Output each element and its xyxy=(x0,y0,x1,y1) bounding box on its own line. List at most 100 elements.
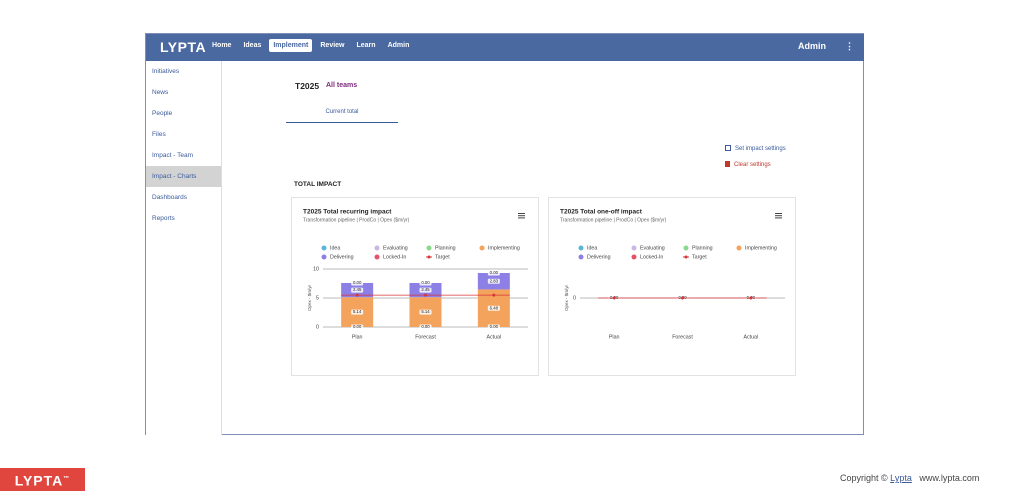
data-label: 2.45 xyxy=(421,287,430,292)
copyright: Copyright © Lypta www.lypta.com xyxy=(840,473,979,483)
tab[interactable]: Current total xyxy=(286,105,398,123)
legend-label[interactable]: Target xyxy=(692,254,707,260)
nav: Home Ideas Implement Review Learn Admin xyxy=(208,39,413,52)
more-menu[interactable]: ⋮ xyxy=(845,41,854,51)
legend-label[interactable]: Implementing xyxy=(745,245,777,251)
sidebar-item[interactable]: Impact - Team xyxy=(152,152,194,159)
y-tick-label: 0 xyxy=(573,295,576,301)
legend-swatch xyxy=(736,245,742,251)
teams-filter[interactable]: All teams xyxy=(326,82,358,89)
trademark: ™ xyxy=(63,476,71,482)
legend-label[interactable]: Planning xyxy=(435,245,456,251)
legend-swatch xyxy=(374,254,380,260)
nav-item[interactable]: Admin xyxy=(387,42,410,49)
sidebar-item[interactable]: Impact - Charts xyxy=(146,166,221,187)
legend-label[interactable]: Idea xyxy=(330,245,340,251)
user-menu[interactable]: Admin xyxy=(798,41,826,51)
chart-title: T2025 Total one-off impact xyxy=(560,209,643,216)
x-tick-label: Plan xyxy=(609,334,620,340)
company-link[interactable]: Lypta xyxy=(890,473,912,483)
data-label-bg xyxy=(419,280,432,286)
nav-item[interactable]: Review xyxy=(320,42,345,49)
settings-link[interactable]: Set impact settings xyxy=(725,145,786,152)
menu-icon[interactable] xyxy=(518,213,525,214)
logo-text: LYPTA xyxy=(14,472,64,489)
legend-swatch xyxy=(683,245,689,251)
chart: T2025 Total recurring impactTransformati… xyxy=(303,209,528,340)
y-tick-label: 10 xyxy=(313,266,319,272)
sidebar-item[interactable]: Dashboards xyxy=(152,194,188,201)
target-point[interactable] xyxy=(492,293,496,297)
legend-swatch xyxy=(684,255,688,259)
legend-swatch xyxy=(631,254,637,260)
legend-swatch xyxy=(427,255,431,259)
sidebar-item[interactable]: News xyxy=(152,89,169,96)
x-tick-label: Actual xyxy=(743,334,758,340)
sidebar-item[interactable]: People xyxy=(152,110,173,117)
menu-icon[interactable] xyxy=(775,215,782,217)
data-label: 2.45 xyxy=(353,287,362,292)
nav-item[interactable]: Implement xyxy=(269,39,313,52)
link-text: Set impact settings xyxy=(735,146,786,152)
data-label: 0.00 xyxy=(421,280,430,285)
menu-icon[interactable] xyxy=(518,217,525,219)
clear-link[interactable]: Clear settings xyxy=(725,161,771,168)
top-bar xyxy=(146,34,864,61)
target-point[interactable] xyxy=(749,296,753,300)
link-text: Clear settings xyxy=(734,162,771,168)
data-label: 0.00 xyxy=(421,324,430,329)
data-label: 5.14 xyxy=(353,309,362,314)
sidebar: Initiatives News People Files Impact - Team I… xyxy=(146,61,222,435)
legend-label[interactable]: Delivering xyxy=(330,254,354,260)
data-label: 0.00 xyxy=(490,270,499,275)
target-point[interactable] xyxy=(424,293,427,297)
data-label: 2.83 xyxy=(490,278,499,283)
data-label: 6.48 xyxy=(490,305,499,310)
chart-subtitle: Transformation pipeline | ProdCo | Opex … xyxy=(560,217,667,223)
x-tick-label: Forecast xyxy=(672,334,693,340)
nav-item[interactable]: Ideas xyxy=(243,42,262,49)
section-title: TOTAL IMPACT xyxy=(294,181,342,188)
legend-label[interactable]: Target xyxy=(435,254,450,260)
data-label-bg xyxy=(487,305,500,311)
app-frame xyxy=(145,33,864,435)
nav-item[interactable]: Home xyxy=(212,42,232,49)
legend-label[interactable]: Implementing xyxy=(488,245,520,251)
legend-label[interactable]: Locked-In xyxy=(640,254,663,260)
legend-swatch xyxy=(426,245,432,251)
menu-icon[interactable] xyxy=(775,217,782,219)
legend-label[interactable]: Evaluating xyxy=(640,245,665,251)
target-point[interactable] xyxy=(681,296,684,300)
x-tick-label: Plan xyxy=(352,334,363,340)
target-point[interactable] xyxy=(612,296,616,300)
menu-icon[interactable] xyxy=(518,215,525,217)
data-label-bg xyxy=(487,270,500,276)
menu-icon[interactable] xyxy=(775,213,782,214)
nav-item[interactable]: Learn xyxy=(356,42,376,49)
data-label-bg xyxy=(419,287,432,293)
site-url: www.lypta.com xyxy=(919,473,980,483)
data-label-bg xyxy=(487,278,500,284)
sidebar-item[interactable]: Reports xyxy=(152,215,175,222)
legend-swatch xyxy=(374,245,380,251)
legend-label[interactable]: Planning xyxy=(692,245,713,251)
legend-swatch xyxy=(479,245,485,251)
target-point[interactable] xyxy=(355,293,359,297)
data-label-bg xyxy=(419,324,432,330)
logo[interactable]: LYPTA xyxy=(155,37,206,57)
y-tick-label: 5 xyxy=(316,295,319,301)
data-label-bg xyxy=(351,280,364,286)
legend-label[interactable]: Idea xyxy=(587,245,597,251)
legend-label[interactable]: Locked-In xyxy=(383,254,406,260)
legend-label[interactable]: Evaluating xyxy=(383,245,408,251)
sidebar-item[interactable]: Files xyxy=(152,131,166,138)
sidebar-item[interactable]: Initiatives xyxy=(152,68,180,75)
chart: T2025 Total one-off impactTransformation… xyxy=(560,209,785,340)
period: T2025 xyxy=(295,81,320,91)
data-label-bg xyxy=(351,287,364,293)
chart-card: T2025 Total one-off impact Transformation… xyxy=(548,197,796,376)
legend-swatch xyxy=(578,245,584,251)
legend-label[interactable]: Delivering xyxy=(587,254,611,260)
legend-swatch xyxy=(321,245,327,251)
